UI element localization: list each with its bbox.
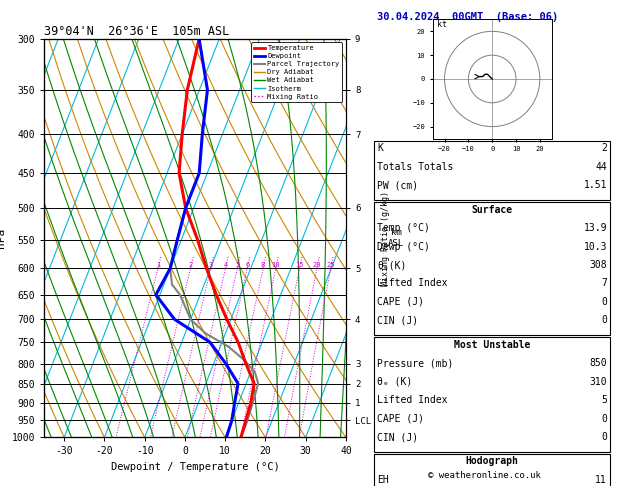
Text: 6: 6 (245, 262, 249, 268)
Text: 30.04.2024  00GMT  (Base: 06): 30.04.2024 00GMT (Base: 06) (377, 12, 559, 22)
X-axis label: Dewpoint / Temperature (°C): Dewpoint / Temperature (°C) (111, 462, 279, 472)
Text: CIN (J): CIN (J) (377, 315, 418, 326)
Y-axis label: hPa: hPa (0, 228, 6, 248)
Text: Temp (°C): Temp (°C) (377, 223, 430, 233)
Text: 13.9: 13.9 (584, 223, 607, 233)
Text: 7: 7 (601, 278, 607, 289)
Text: 4: 4 (223, 262, 228, 268)
Text: Pressure (mb): Pressure (mb) (377, 358, 454, 368)
Text: Hodograph: Hodograph (465, 456, 519, 467)
Text: Lifted Index: Lifted Index (377, 395, 448, 405)
Text: 2: 2 (601, 143, 607, 154)
Text: Mixing Ratio (g/kg): Mixing Ratio (g/kg) (381, 191, 390, 286)
Text: 20: 20 (313, 262, 321, 268)
Text: 310: 310 (589, 377, 607, 387)
Text: CIN (J): CIN (J) (377, 432, 418, 442)
Text: 5: 5 (601, 395, 607, 405)
Text: K: K (377, 143, 383, 154)
Text: 0: 0 (601, 297, 607, 307)
Text: 5: 5 (235, 262, 240, 268)
Text: CAPE (J): CAPE (J) (377, 297, 425, 307)
Text: Totals Totals: Totals Totals (377, 162, 454, 172)
Text: 1.51: 1.51 (584, 180, 607, 191)
Text: Most Unstable: Most Unstable (454, 340, 530, 350)
Text: PW (cm): PW (cm) (377, 180, 418, 191)
Text: 15: 15 (295, 262, 304, 268)
Text: 11: 11 (595, 475, 607, 485)
Text: 0: 0 (601, 414, 607, 424)
Text: 308: 308 (589, 260, 607, 270)
Text: 850: 850 (589, 358, 607, 368)
Text: CAPE (J): CAPE (J) (377, 414, 425, 424)
Text: 44: 44 (595, 162, 607, 172)
Text: 0: 0 (601, 432, 607, 442)
Text: 0: 0 (601, 315, 607, 326)
Text: 10: 10 (272, 262, 280, 268)
Text: kt: kt (437, 19, 447, 29)
Text: θₑ(K): θₑ(K) (377, 260, 407, 270)
Y-axis label: km
ASL: km ASL (388, 228, 404, 248)
Text: Dewp (°C): Dewp (°C) (377, 242, 430, 252)
Text: 1: 1 (156, 262, 160, 268)
Text: Surface: Surface (472, 205, 513, 215)
Text: Lifted Index: Lifted Index (377, 278, 448, 289)
Text: 3: 3 (209, 262, 213, 268)
Text: EH: EH (377, 475, 389, 485)
Text: 8: 8 (261, 262, 265, 268)
Text: 2: 2 (189, 262, 192, 268)
Text: 10.3: 10.3 (584, 242, 607, 252)
Text: θₑ (K): θₑ (K) (377, 377, 413, 387)
Legend: Temperature, Dewpoint, Parcel Trajectory, Dry Adiabat, Wet Adiabat, Isotherm, Mi: Temperature, Dewpoint, Parcel Trajectory… (252, 42, 342, 103)
Text: 25: 25 (326, 262, 335, 268)
Text: 39°04'N  26°36'E  105m ASL: 39°04'N 26°36'E 105m ASL (44, 25, 230, 38)
Text: © weatheronline.co.uk: © weatheronline.co.uk (428, 471, 541, 480)
